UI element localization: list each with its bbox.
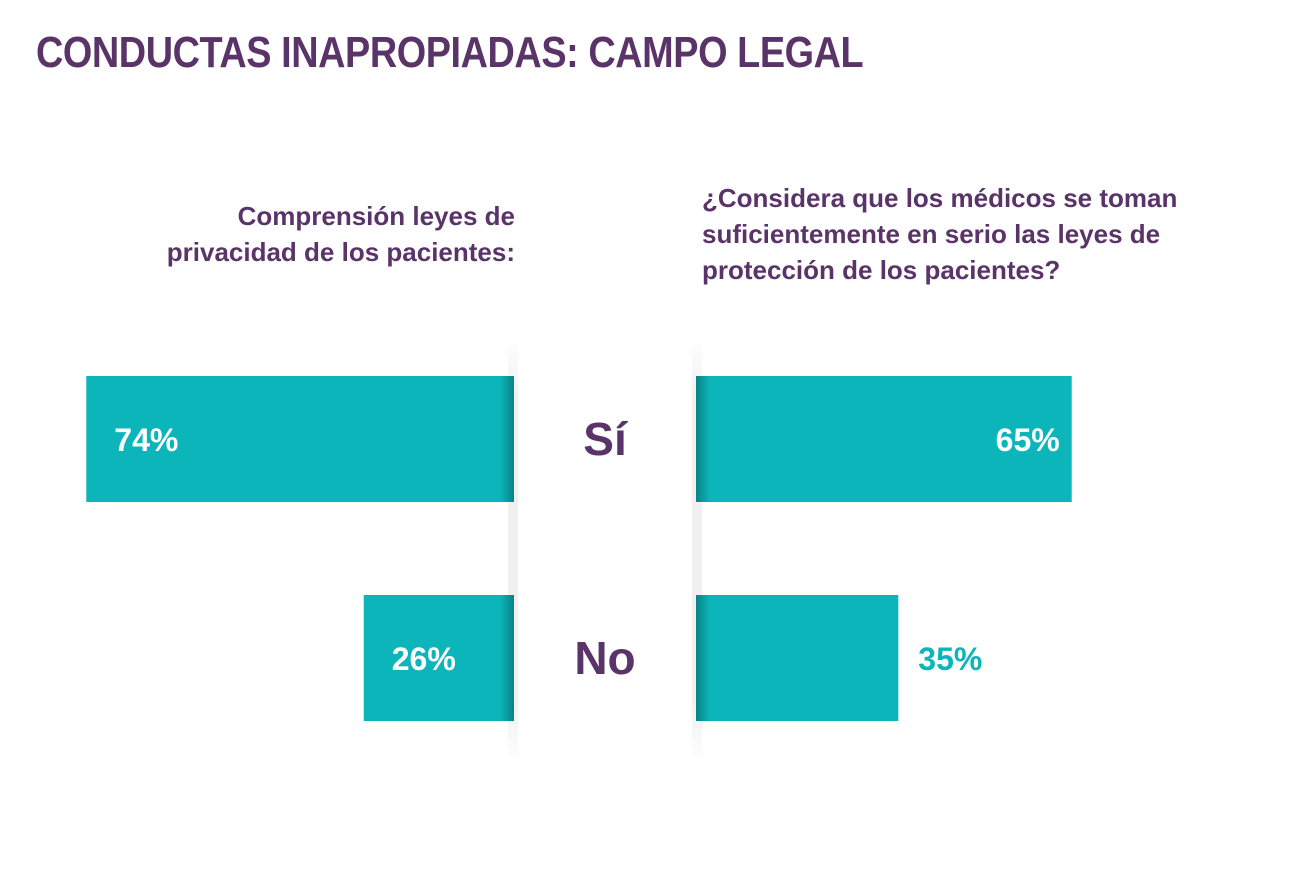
left-bar-shade-1: [500, 595, 514, 721]
category-label-0: Sí: [583, 413, 629, 465]
right-chart-title: ¿Considera que los médicos se toman sufi…: [702, 183, 1178, 285]
left-value-label-0: 74%: [114, 422, 178, 458]
left-bar-0: [86, 376, 514, 502]
category-label-1: No: [574, 632, 635, 684]
right-bar-0: [696, 376, 1072, 502]
right-bar-shade-1: [696, 595, 710, 721]
page-title: CONDUCTAS INAPROPIADAS: CAMPO LEGAL: [36, 28, 864, 77]
left-value-label-1: 26%: [392, 641, 456, 677]
right-bar-shade-0: [696, 376, 710, 502]
left-bar-shade-0: [500, 376, 514, 502]
right-value-label-1: 35%: [918, 641, 982, 677]
left-bar-1: [363, 595, 514, 721]
divider-shadow-right: [692, 335, 702, 765]
left-chart-title: Comprensión leyes de privacidad de los p…: [166, 201, 515, 267]
right-bar-1: [696, 595, 899, 721]
divider-shadow-left: [508, 335, 518, 765]
right-value-label-0: 65%: [996, 422, 1060, 458]
